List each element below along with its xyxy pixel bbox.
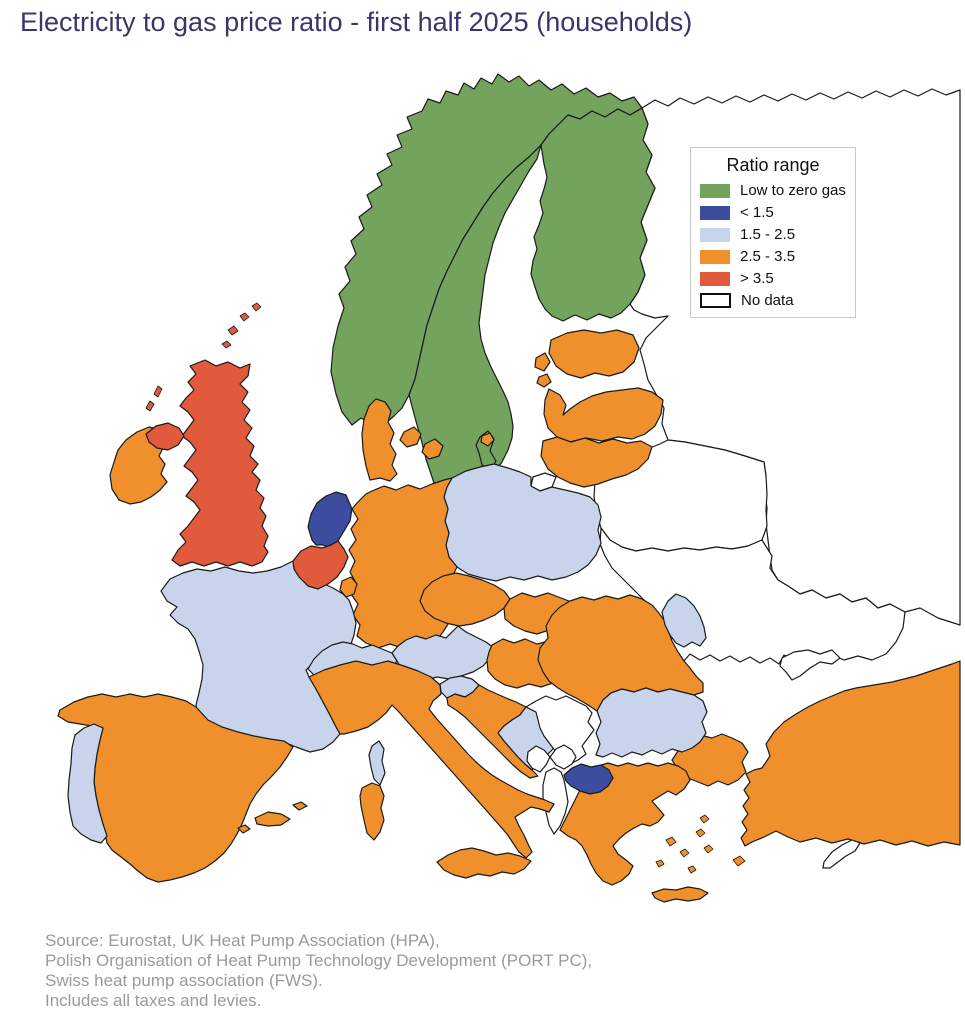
country-latvia xyxy=(543,387,664,443)
country-turkey-anatolia xyxy=(740,660,961,847)
denmark-islands xyxy=(399,426,495,460)
legend: Ratio range Low to zero gas < 1.5 1.5 - … xyxy=(690,147,856,318)
source-note: Source: Eurostat, UK Heat Pump Associati… xyxy=(45,931,592,1011)
legend-item-gt-3-5: > 3.5 xyxy=(700,270,846,287)
country-portugal xyxy=(67,723,108,844)
legend-swatch-1-5-2-5 xyxy=(700,227,730,242)
country-romania xyxy=(537,594,704,712)
legend-swatch-lt-1-5 xyxy=(700,205,730,220)
scottish-isles xyxy=(145,302,262,412)
country-serbia xyxy=(525,695,595,765)
country-denmark xyxy=(361,398,398,482)
country-belgium xyxy=(292,540,349,590)
legend-swatch-no-data xyxy=(700,293,731,308)
country-bulgaria xyxy=(595,687,708,758)
country-ireland xyxy=(109,426,168,505)
sardinia-island xyxy=(359,782,385,841)
country-austria xyxy=(391,625,495,681)
estonia-islands xyxy=(534,352,552,388)
crimea-peninsula xyxy=(779,649,841,681)
country-kosovo xyxy=(549,744,577,770)
country-lithuania xyxy=(540,436,653,488)
country-germany xyxy=(348,477,458,649)
legend-swatch-low-zero-gas xyxy=(700,183,730,198)
sicily-island xyxy=(436,847,532,879)
crete-island xyxy=(651,886,709,903)
legend-item-low-zero-gas: Low to zero gas xyxy=(700,182,846,199)
country-finland xyxy=(530,107,656,322)
source-line-3: Swiss heat pump association (FWS). xyxy=(45,971,323,990)
aegean-islands xyxy=(655,814,746,874)
country-cyprus xyxy=(822,839,861,869)
corsica-island xyxy=(368,740,386,786)
source-line-4: Includes all taxes and levies. xyxy=(45,991,262,1010)
country-united-kingdom xyxy=(171,359,269,567)
country-luxembourg xyxy=(339,576,358,598)
source-line-1: Source: Eurostat, UK Heat Pump Associati… xyxy=(45,931,440,950)
country-estonia xyxy=(548,329,640,379)
country-montenegro xyxy=(526,745,551,773)
source-line-2: Polish Organisation of Heat Pump Technol… xyxy=(45,951,593,970)
legend-item-2-5-3-5: 2.5 - 3.5 xyxy=(700,248,846,265)
country-netherlands xyxy=(307,491,353,549)
legend-title: Ratio range xyxy=(726,155,820,175)
country-italy xyxy=(308,660,555,859)
legend-item-lt-1-5: < 1.5 xyxy=(700,204,846,221)
country-moldova xyxy=(661,593,707,648)
legend-swatch-2-5-3-5 xyxy=(700,249,730,264)
legend-item-1-5-2-5: 1.5 - 2.5 xyxy=(700,226,846,243)
balearic-islands xyxy=(237,801,308,834)
legend-item-no-data: No data xyxy=(700,292,846,309)
northern-ireland xyxy=(145,422,185,451)
legend-swatch-gt-3-5 xyxy=(700,271,730,286)
page-title: Electricity to gas price ratio - first h… xyxy=(20,7,693,37)
country-north-macedonia xyxy=(563,763,614,795)
